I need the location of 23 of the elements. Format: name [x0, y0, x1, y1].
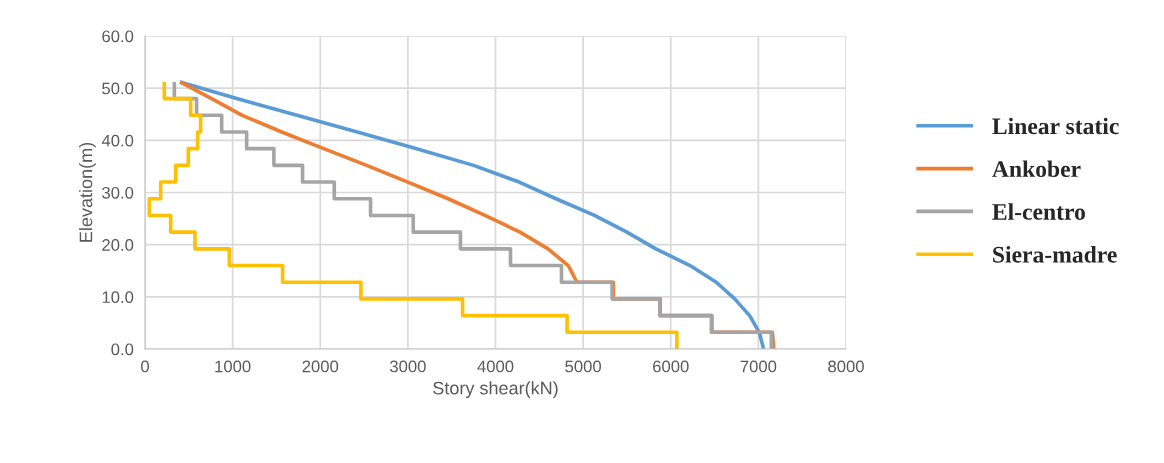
line-series	[147, 80, 679, 349]
legend-label: Siera-madre	[993, 246, 1117, 263]
x-axis-title: Story shear(kN)	[433, 381, 558, 399]
x-tick-label: 1000	[215, 360, 251, 373]
x-tick-label: 7000	[740, 360, 777, 373]
legend-label: Linear static	[992, 117, 1119, 135]
y-tick-label: 20.0	[102, 239, 134, 251]
x-tick-label: 5000	[565, 360, 602, 373]
y-tick-label: 60.0	[102, 30, 134, 43]
y-tick-label: 50.0	[102, 82, 134, 95]
y-tick-label: 40.0	[101, 134, 134, 147]
x-tick-label: 3000	[389, 360, 426, 373]
x-tick-label: 0	[141, 360, 149, 373]
x-tick-label: 6000	[653, 360, 689, 373]
x-tick-label: 4000	[477, 360, 514, 373]
y-tick-label: 30.0	[102, 186, 134, 199]
x-tick-label: 2000	[302, 360, 339, 373]
legend-label: Ankober	[992, 160, 1081, 178]
y-tick-label: 0.0	[111, 343, 134, 356]
legend-label: El-centro	[992, 203, 1085, 220]
y-tick-label: 10.0	[102, 291, 134, 304]
x-tick-label: 8000	[828, 360, 864, 373]
y-axis-title: Elevation(m)	[79, 142, 96, 242]
